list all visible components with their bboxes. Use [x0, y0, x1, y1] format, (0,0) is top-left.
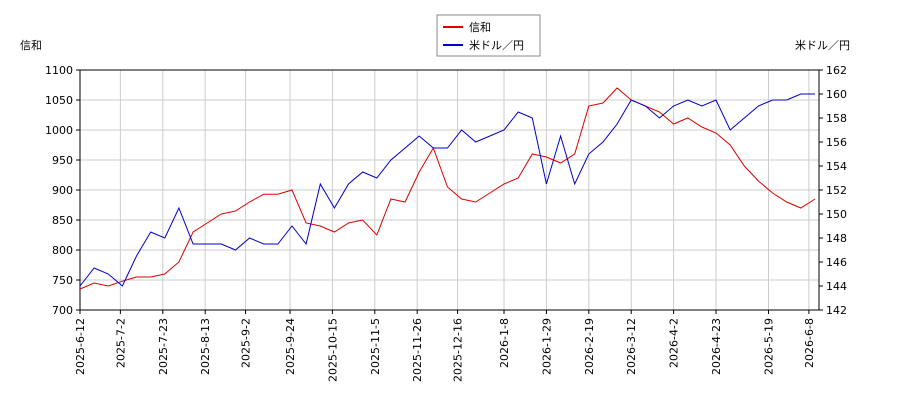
- y2-tick-label: 148: [826, 232, 847, 245]
- y-tick-label: 900: [52, 184, 73, 197]
- x-tick-label: 2026-6-8: [803, 318, 816, 368]
- legend-box: [436, 14, 541, 57]
- x-tick-label: 2025-9-24: [284, 318, 297, 375]
- x-tick-label: 2025-10-15: [326, 318, 339, 382]
- grid: [79, 69, 819, 311]
- y2-tick-label: 144: [826, 280, 847, 293]
- y2-tick-label: 150: [826, 208, 847, 221]
- y-tick-label: 1000: [45, 124, 73, 137]
- y-tick-label: 1100: [45, 64, 73, 77]
- y-tick-label: 750: [52, 274, 73, 287]
- y-axis-title: 信和: [20, 39, 42, 52]
- legend-label: 米ドル／円: [469, 39, 524, 52]
- y-tick-label: 950: [52, 154, 73, 167]
- x-tick-label: 2025-7-23: [157, 318, 170, 375]
- y2-tick-label: 160: [826, 88, 847, 101]
- line-series: [79, 93, 815, 287]
- x-tick-label: 2025-6-12: [74, 318, 87, 375]
- y2-tick-label: 152: [826, 184, 847, 197]
- x-tick-label: 2026-5-19: [763, 318, 776, 375]
- y2-tick-label: 162: [826, 64, 847, 77]
- x-tick-label: 2025-7-2: [114, 318, 127, 368]
- y2-tick-label: 154: [826, 160, 847, 173]
- x-tick-label: 2026-3-12: [625, 318, 638, 375]
- line-series: [79, 87, 816, 290]
- x-tick-label: 2026-4-23: [710, 318, 723, 375]
- y2-tick-label: 156: [826, 136, 847, 149]
- y2-tick-label: 158: [826, 112, 847, 125]
- x-tick-label: 2025-8-13: [199, 318, 212, 375]
- x-tick-label: 2026-4-2: [668, 318, 681, 368]
- y-tick-label: 800: [52, 244, 73, 257]
- legend-label: 信和: [469, 21, 491, 34]
- y-tick-label: 850: [52, 214, 73, 227]
- x-tick-label: 2025-12-16: [452, 318, 465, 382]
- y2-tick-label: 146: [826, 256, 847, 269]
- x-tick-label: 2026-1-29: [540, 318, 553, 375]
- x-tick-label: 2025-9-2: [240, 318, 253, 368]
- y2-tick-label: 142: [826, 304, 847, 317]
- y-tick-label: 1050: [45, 94, 73, 107]
- y2-axis-title: 米ドル／円: [795, 39, 850, 52]
- x-tick-label: 2026-1-8: [498, 318, 511, 368]
- y-tick-label: 700: [52, 304, 73, 317]
- x-tick-label: 2025-11-26: [411, 318, 424, 382]
- x-tick-label: 2025-11-5: [369, 318, 382, 375]
- x-tick-label: 2026-2-19: [583, 318, 596, 375]
